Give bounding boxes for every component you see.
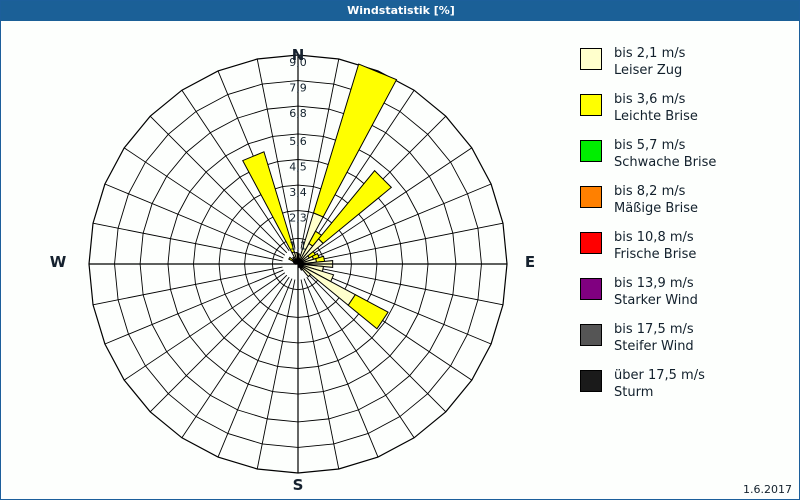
grid-spoke	[313, 222, 504, 262]
window-title-bar: Windstatistik [%]	[1, 1, 799, 21]
legend-label: bis 2,1 m/s Leiser Zug	[614, 45, 685, 79]
radial-tick-label: 2,3	[289, 212, 307, 225]
radial-tick-label: 5,6	[289, 135, 307, 148]
windrose-tick-labels: 1,1 2,3 3,4 4,5 5,6 6,8 7,9 9,0	[289, 56, 307, 253]
windrose-petal-segment	[347, 293, 389, 330]
legend-color-swatch	[580, 48, 602, 70]
legend-label: bis 13,9 m/s Starker Wind	[614, 275, 698, 309]
legend-speed-label: bis 13,9 m/s	[614, 276, 694, 291]
windrose-petals	[242, 63, 398, 330]
radial-tick-label: 3,4	[289, 186, 307, 199]
window-title: Windstatistik [%]	[347, 4, 455, 17]
legend-name-label: Frische Brise	[614, 247, 697, 262]
grid-spoke	[303, 278, 379, 458]
windrose-svg: 1,1 2,3 3,4 4,5 5,6 6,8 7,9 9,0	[88, 54, 508, 474]
grid-spoke	[300, 279, 340, 470]
compass-label-west: W	[49, 253, 67, 271]
grid-spoke	[306, 89, 415, 252]
legend-item: bis 10,8 m/s Frische Brise	[580, 229, 795, 267]
grid-spoke	[181, 89, 290, 252]
grid-spoke	[104, 183, 284, 259]
radial-tick-label: 7,9	[289, 82, 307, 95]
grid-spoke	[300, 58, 340, 249]
legend-label: bis 5,7 m/s Schwache Brise	[614, 137, 716, 171]
legend-speed-label: bis 2,1 m/s	[614, 46, 686, 61]
grid-spoke	[104, 269, 284, 345]
window-content: 1,1 2,3 3,4 4,5 5,6 6,8 7,9 9,0 N S W E bis 2,1…	[2, 21, 799, 499]
grid-spoke	[312, 183, 492, 259]
legend-name-label: Leiser Zug	[614, 63, 683, 78]
grid-spoke	[149, 274, 288, 413]
grid-spoke	[306, 276, 415, 439]
legend-label: bis 3,6 m/s Leichte Brise	[614, 91, 698, 125]
grid-spoke	[217, 278, 293, 458]
grid-spoke	[181, 276, 290, 439]
radial-tick-label: 4,5	[289, 161, 307, 174]
grid-spoke	[123, 147, 286, 256]
legend-item: bis 17,5 m/s Steifer Wind	[580, 321, 795, 359]
legend-name-label: Schwache Brise	[614, 155, 717, 170]
compass-label-east: E	[524, 253, 536, 271]
legend-item: über 17,5 m/s Sturm	[580, 367, 795, 405]
legend-speed-label: bis 3,6 m/s	[614, 92, 686, 107]
legend-label: über 17,5 m/s Sturm	[614, 367, 705, 401]
legend: bis 2,1 m/s Leiser Zug bis 3,6 m/s Leichte …	[580, 45, 795, 413]
legend-name-label: Leichte Brise	[614, 109, 698, 124]
legend-color-swatch	[580, 186, 602, 208]
windrose-axes	[89, 55, 507, 473]
windrose-petal-segment	[312, 63, 398, 218]
legend-name-label: Sturm	[614, 385, 654, 400]
windrose-chart: 1,1 2,3 3,4 4,5 5,6 6,8 7,9 9,0 N S W E	[2, 21, 572, 499]
legend-label: bis 17,5 m/s Steifer Wind	[614, 321, 694, 355]
grid-spoke	[312, 269, 492, 345]
legend-color-swatch	[580, 232, 602, 254]
legend-color-swatch	[580, 140, 602, 162]
grid-spoke	[256, 279, 296, 470]
grid-spoke	[92, 266, 283, 306]
legend-speed-label: bis 10,8 m/s	[614, 230, 694, 245]
legend-speed-label: bis 5,7 m/s	[614, 138, 686, 153]
legend-speed-label: bis 17,5 m/s	[614, 322, 694, 337]
legend-speed-label: über 17,5 m/s	[614, 368, 705, 383]
legend-item: bis 13,9 m/s Starker Wind	[580, 275, 795, 313]
legend-item: bis 5,7 m/s Schwache Brise	[580, 137, 795, 175]
windrose-petal-segment	[317, 169, 393, 245]
grid-spoke	[92, 222, 283, 262]
compass-label-south: S	[292, 476, 304, 494]
radial-tick-label: 1,1	[289, 240, 307, 253]
legend-name-label: Mäßige Brise	[614, 201, 699, 216]
grid-spoke	[256, 58, 296, 249]
legend-name-label: Starker Wind	[614, 293, 698, 308]
legend-label: bis 8,2 m/s Mäßige Brise	[614, 183, 698, 217]
grid-spoke	[149, 115, 288, 254]
legend-label: bis 10,8 m/s Frische Brise	[614, 229, 696, 263]
grid-spoke	[310, 147, 473, 256]
radial-tick-label: 6,8	[289, 107, 307, 120]
date-stamp: 1.6.2017	[743, 483, 792, 496]
legend-speed-label: bis 8,2 m/s	[614, 184, 686, 199]
legend-item: bis 3,6 m/s Leichte Brise	[580, 91, 795, 129]
grid-spoke	[308, 274, 447, 413]
legend-name-label: Steifer Wind	[614, 339, 694, 354]
legend-color-swatch	[580, 94, 602, 116]
grid-spoke	[123, 272, 286, 381]
legend-item: bis 2,1 m/s Leiser Zug	[580, 45, 795, 83]
legend-color-swatch	[580, 324, 602, 346]
legend-item: bis 8,2 m/s Mäßige Brise	[580, 183, 795, 221]
grid-spoke	[313, 266, 504, 306]
windrose-petal-segment	[242, 151, 295, 254]
radial-tick-label: 9,0	[289, 56, 307, 69]
legend-color-swatch	[580, 278, 602, 300]
legend-color-swatch	[580, 370, 602, 392]
compass-label-north: N	[291, 46, 305, 64]
